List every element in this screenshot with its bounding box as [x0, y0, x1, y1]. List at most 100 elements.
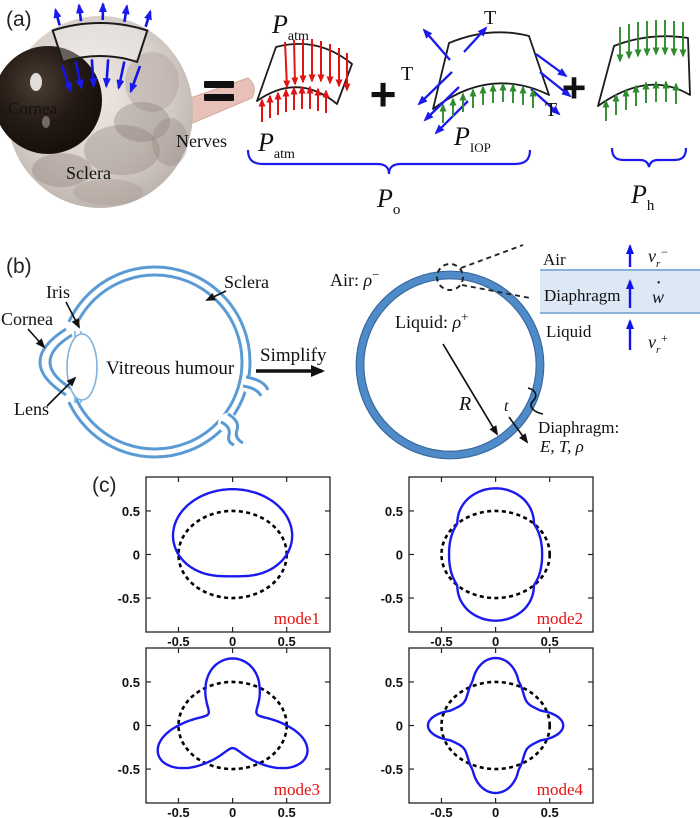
diaphragm-ring	[356, 271, 544, 459]
x-tick-label: -0.5	[430, 634, 452, 649]
tension-label-right: T	[545, 99, 557, 121]
arrow	[417, 71, 453, 106]
shell-atm-diagram: Patm Patm	[256, 10, 353, 162]
y-tick-label: 0.5	[122, 504, 140, 519]
label-vitreous: Vitreous humour	[106, 358, 235, 379]
sclera-marbling	[152, 118, 188, 166]
normal-arrow-out	[144, 9, 152, 28]
thickness-arrow	[508, 416, 529, 444]
brace-p-h	[610, 147, 688, 168]
mode-curve	[426, 656, 565, 795]
p-o-label: Po	[376, 184, 400, 218]
arrow	[283, 41, 291, 89]
cornea-pointer-arrow	[27, 328, 46, 349]
radius-label: R	[458, 393, 471, 415]
p-atm-arrows	[258, 39, 351, 122]
panel-c-tag: (c)	[92, 474, 117, 497]
muscle-stub	[242, 375, 270, 397]
p-atm-bottom-label: Patm	[257, 128, 295, 162]
diaphragm-callout-squiggle	[527, 387, 544, 415]
reference-circle	[177, 680, 289, 771]
normal-arrow-out	[121, 4, 130, 23]
normal-arrow-in	[116, 61, 126, 90]
reference-circle	[440, 509, 552, 600]
reference-circle	[440, 680, 552, 771]
x-tick-label: 0	[229, 634, 236, 649]
p-iop-arrows	[439, 82, 537, 123]
mode-subplot-mode2: -0.5 0 0.5 0.5 0 -0.5 mode2	[381, 476, 594, 649]
y-tick-label: -0.5	[381, 762, 403, 777]
label-sclera-photo: Sclera	[66, 163, 111, 183]
air-density-label: Air: ρ−	[330, 267, 379, 290]
normal-arrow-in	[89, 59, 98, 89]
reference-circle	[177, 509, 289, 600]
liquid-density-label: Liquid: ρ+	[395, 309, 468, 332]
cornea-highlight	[42, 116, 50, 128]
simplify-label: Simplify	[260, 345, 327, 366]
lens-pointer-arrow	[46, 376, 77, 407]
v-minus-label: vr−	[648, 245, 668, 270]
sclera-marbling	[73, 179, 143, 205]
tension-label-left: T	[401, 63, 413, 85]
x-tick-label: -0.5	[167, 634, 189, 649]
panel-a-tag: (a)	[6, 8, 32, 31]
normal-arrow-in	[60, 64, 72, 93]
equals-bar	[204, 81, 234, 88]
x-tick-label: -0.5	[167, 805, 189, 818]
mode-subplot-mode4: -0.5 0 0.5 0.5 0 -0.5 mode4	[381, 647, 594, 818]
shell-hydrostatic-diagram	[597, 20, 691, 121]
y-tick-label: -0.5	[118, 591, 140, 606]
mode-curve	[447, 487, 544, 622]
radius-arrow	[442, 343, 499, 436]
iris-pointer-arrow	[65, 301, 80, 329]
y-tick-label: 0.5	[385, 504, 403, 519]
normal-arrow-out	[53, 7, 62, 26]
w-dot-label: w	[652, 287, 664, 307]
cornea-highlight	[30, 73, 42, 91]
diaphragm-inset: Air Diaphragm Liquid vr− w ˙ vr+	[540, 244, 700, 356]
y-tick-label: 0.5	[385, 675, 403, 690]
equals-sign	[204, 81, 234, 101]
brace-p-o	[246, 149, 532, 175]
mode-curve	[171, 488, 294, 578]
normal-arrow-in	[129, 65, 142, 94]
normal-arrow-in	[102, 59, 111, 89]
thickness-label: t	[504, 398, 509, 415]
inset-air-label: Air	[543, 250, 566, 269]
cornea-photo	[0, 46, 102, 154]
y-tick-label: 0	[133, 719, 140, 734]
label-nerves-photo: Nerves	[176, 131, 227, 151]
shell-tension-iop-diagram: T T T PIOP	[401, 7, 572, 155]
label-cornea-schematic: Cornea	[1, 309, 53, 329]
diaphragm-band	[540, 270, 700, 313]
x-tick-label: 0	[492, 634, 499, 649]
y-tick-label: 0	[133, 548, 140, 563]
mode-curve	[156, 657, 309, 770]
plus-sign-2: +	[562, 64, 587, 111]
detail-projection-line	[460, 244, 524, 269]
label-lens: Lens	[14, 399, 49, 419]
x-tick-label: 0.5	[278, 634, 296, 649]
lens-shape	[66, 333, 98, 401]
label-iris: Iris	[46, 282, 70, 302]
v-plus-label: vr+	[648, 331, 668, 356]
equals-bar	[204, 94, 234, 101]
optic-nerve-stub	[220, 412, 244, 447]
mode-label: mode3	[274, 780, 320, 799]
tension-label-top: T	[484, 7, 496, 29]
ring-outer-edge	[355, 270, 545, 460]
w-dot-overdot: ˙	[656, 279, 661, 296]
mode-shape-subplots: -0.5 0 0.5 0.5 0 -0.5 mode1 -0.5 0 0.5 0.5 0 -0.5 mod…	[118, 476, 594, 818]
sclera-marbling	[84, 125, 160, 175]
x-tick-label: 0.5	[278, 805, 296, 818]
mode-subplot-mode3: -0.5 0 0.5 0.5 0 -0.5 mode3	[118, 647, 331, 818]
detail-zoom-circle	[436, 263, 464, 291]
normal-arrow-out	[76, 3, 84, 22]
inset-diaphragm-label: Diaphragm	[544, 286, 620, 305]
p-iop-label: PIOP	[453, 122, 491, 155]
cornea-outer-arc	[38, 327, 67, 397]
sclera-pointer-arrow	[205, 290, 227, 301]
x-tick-label: 0	[492, 805, 499, 818]
